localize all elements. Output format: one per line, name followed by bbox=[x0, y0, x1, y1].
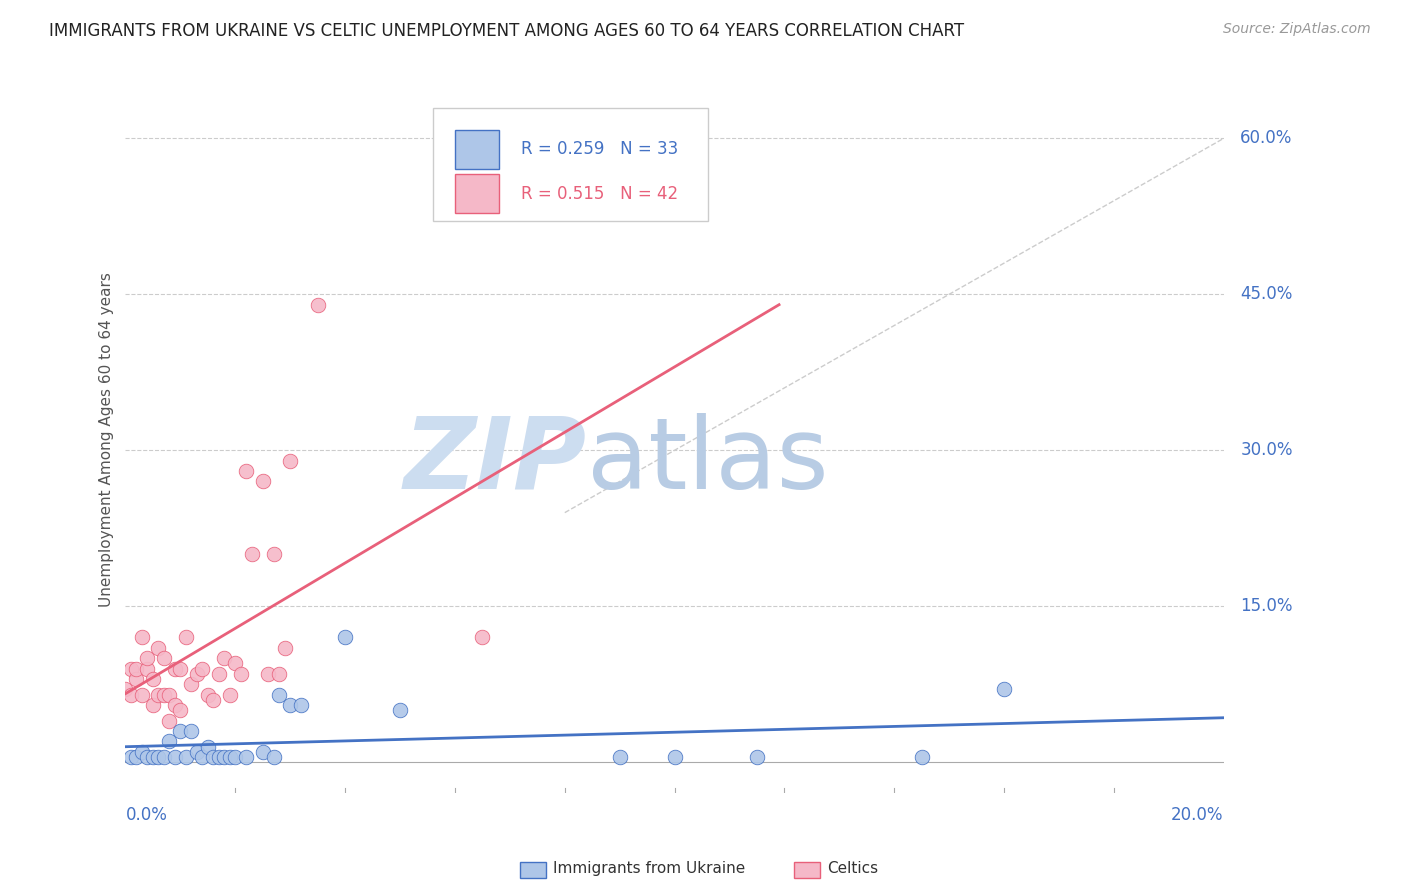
Point bbox=[120, 662, 142, 676]
Point bbox=[131, 688, 153, 702]
Point bbox=[174, 750, 197, 764]
Point bbox=[333, 631, 356, 645]
Point bbox=[163, 662, 186, 676]
Point bbox=[163, 750, 186, 764]
Text: Immigrants from Ukraine: Immigrants from Ukraine bbox=[553, 862, 745, 876]
FancyBboxPatch shape bbox=[456, 130, 499, 169]
Point bbox=[257, 666, 280, 681]
Text: R = 0.515   N = 42: R = 0.515 N = 42 bbox=[520, 185, 678, 202]
Point bbox=[307, 298, 329, 312]
Point bbox=[157, 734, 180, 748]
Point bbox=[224, 657, 246, 671]
Point bbox=[174, 631, 197, 645]
Point bbox=[269, 666, 291, 681]
Point bbox=[290, 698, 312, 712]
Point bbox=[389, 703, 412, 717]
Point bbox=[120, 750, 142, 764]
Point bbox=[664, 750, 686, 764]
Point bbox=[240, 547, 263, 561]
Point bbox=[163, 698, 186, 712]
Point bbox=[235, 464, 257, 478]
Point bbox=[191, 750, 214, 764]
Point bbox=[202, 693, 225, 707]
Point bbox=[114, 682, 136, 697]
Text: IMMIGRANTS FROM UKRAINE VS CELTIC UNEMPLOYMENT AMONG AGES 60 TO 64 YEARS CORRELA: IMMIGRANTS FROM UKRAINE VS CELTIC UNEMPL… bbox=[49, 22, 965, 40]
Point bbox=[274, 640, 297, 655]
Point bbox=[278, 453, 301, 467]
FancyBboxPatch shape bbox=[456, 174, 499, 213]
Text: 60.0%: 60.0% bbox=[1240, 129, 1292, 147]
Point bbox=[136, 662, 159, 676]
Point bbox=[136, 651, 159, 665]
Point bbox=[229, 666, 252, 681]
Point bbox=[202, 750, 225, 764]
Point bbox=[157, 714, 180, 728]
Text: R = 0.259   N = 33: R = 0.259 N = 33 bbox=[520, 140, 678, 158]
Point bbox=[157, 688, 180, 702]
Point bbox=[153, 651, 176, 665]
Y-axis label: Unemployment Among Ages 60 to 64 years: Unemployment Among Ages 60 to 64 years bbox=[100, 272, 114, 607]
Text: ZIP: ZIP bbox=[404, 413, 586, 509]
FancyBboxPatch shape bbox=[433, 108, 707, 220]
Point bbox=[142, 698, 165, 712]
Point bbox=[609, 750, 631, 764]
Point bbox=[252, 745, 274, 759]
Point bbox=[471, 631, 494, 645]
Point bbox=[169, 723, 191, 738]
Point bbox=[197, 739, 219, 754]
Point bbox=[745, 750, 768, 764]
Point bbox=[252, 475, 274, 489]
Point bbox=[142, 750, 165, 764]
Point bbox=[169, 662, 191, 676]
Point bbox=[125, 672, 148, 686]
Text: Source: ZipAtlas.com: Source: ZipAtlas.com bbox=[1223, 22, 1371, 37]
Point bbox=[153, 688, 176, 702]
Point bbox=[191, 662, 214, 676]
Point bbox=[125, 662, 148, 676]
Point bbox=[218, 688, 240, 702]
Point bbox=[218, 750, 240, 764]
Point bbox=[120, 688, 142, 702]
Point bbox=[263, 547, 285, 561]
Text: atlas: atlas bbox=[586, 413, 828, 509]
Point bbox=[208, 750, 231, 764]
Point bbox=[197, 688, 219, 702]
Point bbox=[148, 750, 170, 764]
Point bbox=[224, 750, 246, 764]
Point bbox=[180, 677, 202, 691]
Point bbox=[235, 750, 257, 764]
Point bbox=[125, 750, 148, 764]
Point bbox=[142, 672, 165, 686]
Point bbox=[214, 750, 236, 764]
Text: 20.0%: 20.0% bbox=[1171, 805, 1223, 824]
Text: 15.0%: 15.0% bbox=[1240, 598, 1292, 615]
Point bbox=[269, 688, 291, 702]
Text: 30.0%: 30.0% bbox=[1240, 442, 1292, 459]
Point bbox=[148, 640, 170, 655]
Point bbox=[186, 745, 208, 759]
Point bbox=[186, 666, 208, 681]
Text: 45.0%: 45.0% bbox=[1240, 285, 1292, 303]
Point bbox=[169, 703, 191, 717]
Point bbox=[993, 682, 1015, 697]
Point bbox=[180, 723, 202, 738]
Text: 0.0%: 0.0% bbox=[125, 805, 167, 824]
Text: Celtics: Celtics bbox=[827, 862, 877, 876]
Point bbox=[263, 750, 285, 764]
Point bbox=[131, 631, 153, 645]
Point bbox=[911, 750, 934, 764]
Point bbox=[131, 745, 153, 759]
Point bbox=[136, 750, 159, 764]
Point bbox=[153, 750, 176, 764]
Point bbox=[278, 698, 301, 712]
Point bbox=[208, 666, 231, 681]
Point bbox=[148, 688, 170, 702]
Point bbox=[214, 651, 236, 665]
